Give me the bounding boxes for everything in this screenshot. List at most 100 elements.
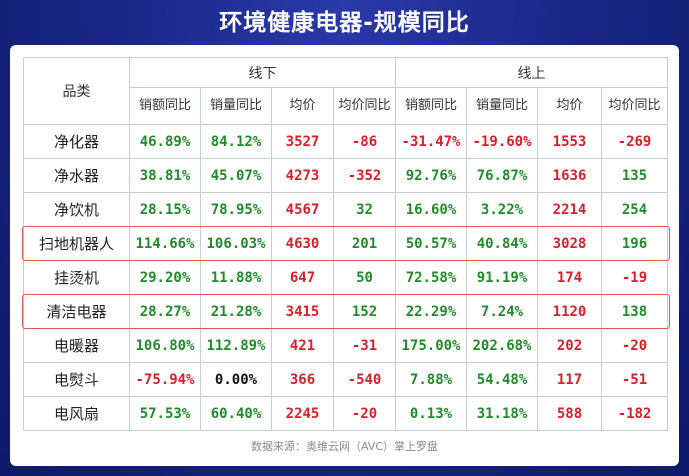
value-cell: -19.60% <box>466 124 538 159</box>
value-cell: -540 <box>333 362 396 397</box>
value-cell: 29.20% <box>129 260 201 295</box>
source-note: 数据来源：奥维云网（AVC）掌上罗盘 <box>250 440 439 453</box>
value-cell: -75.94% <box>129 362 201 397</box>
value-cell: 175.00% <box>395 328 467 363</box>
value-cell: 46.89% <box>129 124 201 159</box>
column-header: 销额同比 <box>129 87 201 125</box>
table-row: 扫地机器人 114.66% 106.03% 4630 201 50.57% 40.84% 30… <box>23 226 668 261</box>
value-cell: -86 <box>333 124 396 159</box>
value-cell: -51 <box>601 362 668 397</box>
value-cell: -20 <box>601 328 668 363</box>
value-cell: 106.80% <box>129 328 201 363</box>
column-header: 均价 <box>271 87 334 125</box>
value-cell: 7.88% <box>395 362 467 397</box>
column-header: 均价 <box>537 87 602 125</box>
value-cell: 50.57% <box>395 226 467 261</box>
table-row: 净饮机 28.15% 78.95% 4567 32 16.60% 3.22% 2214 254 <box>23 192 668 227</box>
table-row: 净水器 38.81% 45.07% 4273 -352 92.76% 76.87% 1636 1… <box>23 158 668 193</box>
value-cell: 3527 <box>271 124 334 159</box>
value-cell: 114.66% <box>129 226 201 261</box>
value-cell: 3415 <box>271 294 334 329</box>
value-cell: -31.47% <box>395 124 467 159</box>
category-cell: 电风扇 <box>23 396 130 431</box>
value-cell: -182 <box>601 396 668 431</box>
value-cell: 174 <box>537 260 602 295</box>
value-cell: 421 <box>271 328 334 363</box>
data-table: 品类 线下 线上 销额同比 销量同比 均价 均价同比 销额同比 销量同比 均价 … <box>23 57 668 431</box>
value-cell: 28.15% <box>129 192 201 227</box>
category-cell: 净饮机 <box>23 192 130 227</box>
column-header: 销额同比 <box>395 87 467 125</box>
category-header: 品类 <box>23 57 130 125</box>
value-cell: 196 <box>601 226 668 261</box>
value-cell: 11.88% <box>200 260 272 295</box>
category-cell: 电暖器 <box>23 328 130 363</box>
value-cell: 138 <box>601 294 668 329</box>
value-cell: 2214 <box>537 192 602 227</box>
value-cell: 38.81% <box>129 158 201 193</box>
value-cell: 50 <box>333 260 396 295</box>
chart-title: 环境健康电器-规模同比 <box>219 10 470 36</box>
table-row: 净化器 46.89% 84.12% 3527 -86 -31.47% -19.60% 1553… <box>23 124 668 159</box>
value-cell: -20 <box>333 396 396 431</box>
value-cell: 202 <box>537 328 602 363</box>
value-cell: 254 <box>601 192 668 227</box>
table-body: 净化器 46.89% 84.12% 3527 -86 -31.47% -19.60% 1553… <box>23 124 668 431</box>
value-cell: 1553 <box>537 124 602 159</box>
value-cell: 201 <box>333 226 396 261</box>
table-row: 电暖器 106.80% 112.89% 421 -31 175.00% 202.68% 202… <box>23 328 668 363</box>
category-cell: 挂烫机 <box>23 260 130 295</box>
value-cell: 135 <box>601 158 668 193</box>
value-cell: 1120 <box>537 294 602 329</box>
value-cell: -352 <box>333 158 396 193</box>
value-cell: 78.95% <box>200 192 272 227</box>
group-header-online: 线上 <box>395 57 668 88</box>
value-cell: 3.22% <box>466 192 538 227</box>
table-row: 清洁电器 28.27% 21.28% 3415 152 22.29% 7.24% 1120 13… <box>23 294 668 329</box>
category-cell: 清洁电器 <box>23 294 130 329</box>
value-cell: 16.60% <box>395 192 467 227</box>
value-cell: 32 <box>333 192 396 227</box>
value-cell: -31 <box>333 328 396 363</box>
value-cell: 22.29% <box>395 294 467 329</box>
value-cell: 7.24% <box>466 294 538 329</box>
table-row: 电熨斗 -75.94% 0.00% 366 -540 7.88% 54.48% 117 -51 <box>23 362 668 397</box>
value-cell: 4567 <box>271 192 334 227</box>
value-cell: -19 <box>601 260 668 295</box>
value-cell: 202.68% <box>466 328 538 363</box>
table-row: 挂烫机 29.20% 11.88% 647 50 72.58% 91.19% 174 -19 <box>23 260 668 295</box>
value-cell: 60.40% <box>200 396 272 431</box>
value-cell: 0.13% <box>395 396 467 431</box>
column-header: 销量同比 <box>200 87 272 125</box>
value-cell: 76.87% <box>466 158 538 193</box>
column-header: 均价同比 <box>601 87 668 125</box>
value-cell: 152 <box>333 294 396 329</box>
value-cell: 84.12% <box>200 124 272 159</box>
value-cell: 366 <box>271 362 334 397</box>
value-cell: 117 <box>537 362 602 397</box>
group-header-offline: 线下 <box>129 57 396 88</box>
value-cell: 31.18% <box>466 396 538 431</box>
value-cell: 54.48% <box>466 362 538 397</box>
value-cell: 92.76% <box>395 158 467 193</box>
value-cell: 647 <box>271 260 334 295</box>
category-cell: 扫地机器人 <box>23 226 130 261</box>
value-cell: 91.19% <box>466 260 538 295</box>
column-header: 均价同比 <box>333 87 396 125</box>
category-cell: 电熨斗 <box>23 362 130 397</box>
value-cell: 4273 <box>271 158 334 193</box>
value-cell: 40.84% <box>466 226 538 261</box>
value-cell: 112.89% <box>200 328 272 363</box>
value-cell: 57.53% <box>129 396 201 431</box>
value-cell: 28.27% <box>129 294 201 329</box>
value-cell: 0.00% <box>200 362 272 397</box>
value-cell: 1636 <box>537 158 602 193</box>
value-cell: 45.07% <box>200 158 272 193</box>
category-cell: 净水器 <box>23 158 130 193</box>
value-cell: 4630 <box>271 226 334 261</box>
table-row: 电风扇 57.53% 60.40% 2245 -20 0.13% 31.18% 588 -182 <box>23 396 668 431</box>
value-cell: 2245 <box>271 396 334 431</box>
value-cell: 3028 <box>537 226 602 261</box>
value-cell: 588 <box>537 396 602 431</box>
table-card: 品类 线下 线上 销额同比 销量同比 均价 均价同比 销额同比 销量同比 均价 … <box>10 45 679 466</box>
